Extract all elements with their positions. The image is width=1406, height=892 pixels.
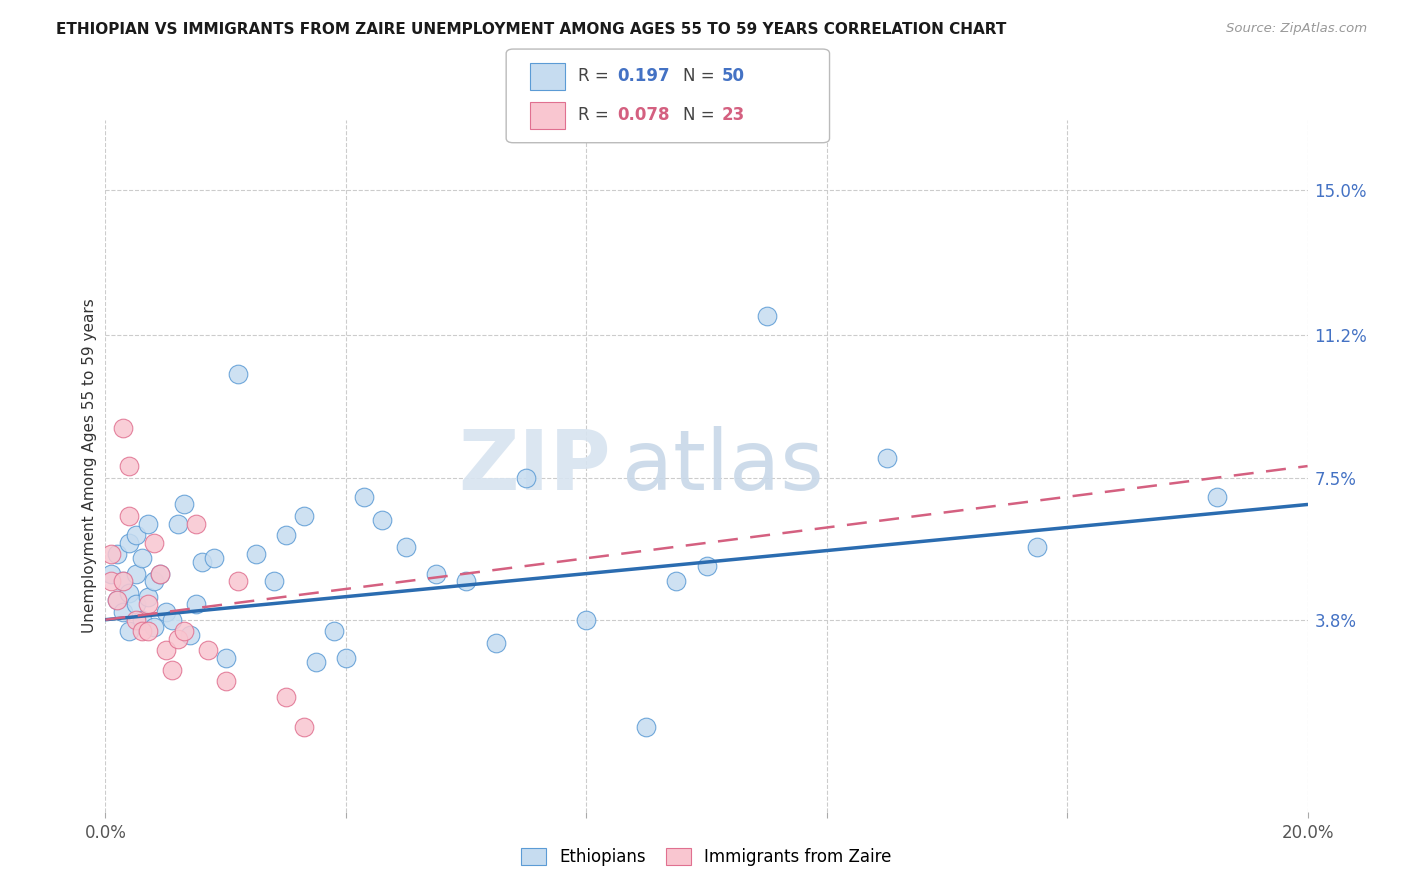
Point xyxy=(112,574,135,589)
Point xyxy=(876,451,898,466)
Point xyxy=(166,516,188,531)
Point xyxy=(142,536,165,550)
Point xyxy=(100,566,122,581)
Text: Source: ZipAtlas.com: Source: ZipAtlas.com xyxy=(1226,22,1367,36)
Point xyxy=(305,655,328,669)
Point xyxy=(665,574,688,589)
Point xyxy=(100,574,122,589)
Point xyxy=(226,574,249,589)
Point xyxy=(148,566,170,581)
Point xyxy=(371,513,394,527)
Point xyxy=(173,624,195,639)
Point xyxy=(118,586,141,600)
Point xyxy=(136,598,159,612)
Text: R =: R = xyxy=(578,106,614,124)
Point xyxy=(124,528,146,542)
Point xyxy=(292,720,315,734)
Point xyxy=(245,548,267,562)
Point xyxy=(292,508,315,523)
Point xyxy=(155,643,177,657)
Point xyxy=(214,674,236,689)
Point xyxy=(696,558,718,573)
Point xyxy=(395,540,418,554)
Point xyxy=(131,551,153,566)
Text: N =: N = xyxy=(683,106,720,124)
Point xyxy=(107,593,129,607)
Point xyxy=(197,643,219,657)
Point xyxy=(118,624,141,639)
Point xyxy=(184,598,207,612)
Point xyxy=(136,590,159,604)
Text: R =: R = xyxy=(578,68,614,86)
Point xyxy=(485,636,508,650)
Point xyxy=(131,613,153,627)
Point xyxy=(1206,490,1229,504)
Point xyxy=(112,605,135,619)
Text: 0.078: 0.078 xyxy=(617,106,669,124)
Point xyxy=(214,651,236,665)
Text: 23: 23 xyxy=(721,106,745,124)
Point xyxy=(226,367,249,381)
Point xyxy=(263,574,285,589)
Text: N =: N = xyxy=(683,68,720,86)
Point xyxy=(322,624,344,639)
Point xyxy=(148,566,170,581)
Point xyxy=(160,613,183,627)
Point xyxy=(118,536,141,550)
Point xyxy=(100,548,122,562)
Point xyxy=(136,624,159,639)
Text: ETHIOPIAN VS IMMIGRANTS FROM ZAIRE UNEMPLOYMENT AMONG AGES 55 TO 59 YEARS CORREL: ETHIOPIAN VS IMMIGRANTS FROM ZAIRE UNEMP… xyxy=(56,22,1007,37)
Point xyxy=(184,516,207,531)
Point xyxy=(179,628,201,642)
Point xyxy=(173,498,195,512)
Text: 50: 50 xyxy=(721,68,744,86)
Point xyxy=(124,566,146,581)
Point xyxy=(107,548,129,562)
Point xyxy=(142,620,165,634)
Point xyxy=(190,555,212,569)
Legend: Ethiopians, Immigrants from Zaire: Ethiopians, Immigrants from Zaire xyxy=(515,841,898,872)
Point xyxy=(136,516,159,531)
Point xyxy=(515,470,537,484)
Point xyxy=(124,598,146,612)
Point xyxy=(160,663,183,677)
Point xyxy=(155,605,177,619)
Point xyxy=(353,490,375,504)
Point xyxy=(274,690,297,704)
Point xyxy=(107,593,129,607)
Point xyxy=(131,624,153,639)
Point xyxy=(112,574,135,589)
Text: 0.197: 0.197 xyxy=(617,68,669,86)
Point xyxy=(124,613,146,627)
Point xyxy=(166,632,188,646)
Text: ZIP: ZIP xyxy=(458,425,610,507)
Point xyxy=(202,551,225,566)
Point xyxy=(575,613,598,627)
Point xyxy=(636,720,658,734)
Point xyxy=(454,574,477,589)
Point xyxy=(425,566,447,581)
Point xyxy=(335,651,357,665)
Point xyxy=(142,574,165,589)
Text: atlas: atlas xyxy=(623,425,824,507)
Point xyxy=(274,528,297,542)
Point xyxy=(1026,540,1049,554)
Y-axis label: Unemployment Among Ages 55 to 59 years: Unemployment Among Ages 55 to 59 years xyxy=(82,299,97,633)
Point xyxy=(118,458,141,473)
Point xyxy=(118,508,141,523)
Point xyxy=(112,420,135,434)
Point xyxy=(755,310,778,324)
